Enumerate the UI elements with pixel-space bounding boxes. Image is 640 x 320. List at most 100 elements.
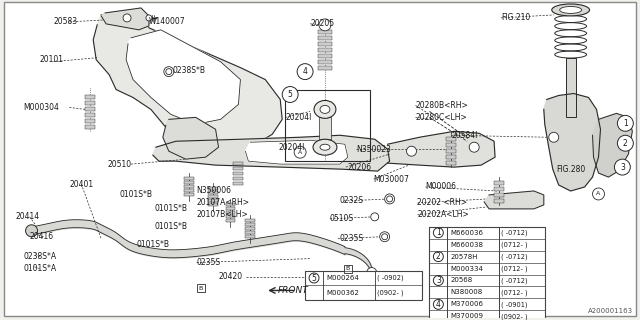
Circle shape <box>367 268 377 277</box>
Text: 0510S: 0510S <box>330 214 354 223</box>
Text: 20204I: 20204I <box>278 143 305 152</box>
Text: 20568: 20568 <box>451 277 472 284</box>
Text: (0902- ): (0902- ) <box>377 290 403 296</box>
Circle shape <box>309 273 319 283</box>
Text: A200001163: A200001163 <box>588 308 634 314</box>
Text: M030007: M030007 <box>374 174 410 184</box>
Text: 0101S*B: 0101S*B <box>119 190 152 199</box>
Text: M000304: M000304 <box>24 103 60 112</box>
Circle shape <box>618 135 634 151</box>
Text: M000334: M000334 <box>451 266 483 272</box>
Text: 20583: 20583 <box>53 17 77 26</box>
Text: 0101S*A: 0101S*A <box>24 264 57 273</box>
Ellipse shape <box>313 139 337 155</box>
Bar <box>344 265 352 273</box>
Bar <box>446 137 456 141</box>
Bar <box>85 101 95 105</box>
Polygon shape <box>101 8 149 30</box>
Text: 4: 4 <box>436 300 441 309</box>
Polygon shape <box>245 140 348 164</box>
Bar <box>245 219 255 222</box>
Text: M660038: M660038 <box>451 242 483 248</box>
Bar <box>207 195 218 198</box>
Bar <box>225 207 236 210</box>
Circle shape <box>387 196 392 202</box>
Bar <box>225 203 236 206</box>
Bar <box>245 223 255 226</box>
Ellipse shape <box>314 100 336 118</box>
Text: 20204I: 20204I <box>285 113 312 122</box>
Bar <box>446 155 456 159</box>
Bar <box>234 182 243 185</box>
Circle shape <box>282 86 298 102</box>
Bar <box>196 284 205 292</box>
Bar <box>566 58 575 117</box>
Text: 3: 3 <box>620 163 625 172</box>
Bar <box>207 199 218 202</box>
Text: 0238S*B: 0238S*B <box>173 66 206 75</box>
Text: M370009: M370009 <box>451 313 483 319</box>
Text: B: B <box>346 266 350 271</box>
Text: 5: 5 <box>288 90 292 99</box>
Bar <box>184 177 194 180</box>
Circle shape <box>618 116 634 131</box>
Text: 20206: 20206 <box>348 163 372 172</box>
Text: (0712- ): (0712- ) <box>501 289 527 296</box>
Text: FIG.280: FIG.280 <box>557 164 586 173</box>
Bar <box>245 235 255 238</box>
Circle shape <box>146 15 152 21</box>
Text: 20401: 20401 <box>69 180 93 188</box>
Text: 0235S: 0235S <box>196 258 221 267</box>
Text: 20202 <RH>: 20202 <RH> <box>417 198 467 207</box>
Text: 4: 4 <box>303 67 307 76</box>
Text: ( -0902): ( -0902) <box>377 275 403 281</box>
Circle shape <box>614 159 630 175</box>
Bar <box>245 227 255 230</box>
Polygon shape <box>153 135 390 171</box>
Text: W140007: W140007 <box>149 17 186 26</box>
Bar <box>494 187 504 191</box>
Text: 2: 2 <box>436 252 441 261</box>
Circle shape <box>380 232 390 242</box>
Bar <box>85 108 95 111</box>
Bar <box>429 227 545 320</box>
Text: 20280C<LH>: 20280C<LH> <box>415 113 467 122</box>
Text: 20578H: 20578H <box>451 254 478 260</box>
Ellipse shape <box>320 105 330 113</box>
Bar <box>446 143 456 147</box>
Text: M000362: M000362 <box>326 290 359 296</box>
Bar <box>85 95 95 100</box>
Circle shape <box>433 276 444 285</box>
Circle shape <box>338 275 346 283</box>
Bar <box>285 90 370 161</box>
Bar <box>305 270 422 300</box>
Circle shape <box>385 194 395 204</box>
Text: 20280B<RH>: 20280B<RH> <box>415 101 468 110</box>
Polygon shape <box>593 113 632 177</box>
Text: 3: 3 <box>436 276 441 285</box>
Bar <box>245 231 255 234</box>
Bar <box>318 42 332 46</box>
Text: 0101S*B: 0101S*B <box>155 222 188 231</box>
Text: 2: 2 <box>623 139 628 148</box>
Circle shape <box>319 19 331 31</box>
Polygon shape <box>484 191 544 209</box>
Text: B: B <box>198 286 203 291</box>
Text: N350006: N350006 <box>196 187 232 196</box>
Bar <box>85 119 95 123</box>
Circle shape <box>593 188 604 200</box>
Text: ( -0712): ( -0712) <box>501 253 527 260</box>
Circle shape <box>548 132 559 142</box>
Text: M00006: M00006 <box>426 182 456 191</box>
Text: 20584I: 20584I <box>451 131 477 140</box>
Bar <box>234 167 243 170</box>
Polygon shape <box>126 30 241 124</box>
Bar <box>494 193 504 197</box>
Bar <box>207 187 218 190</box>
Text: 20101: 20101 <box>40 55 63 64</box>
Circle shape <box>406 146 417 156</box>
Ellipse shape <box>320 144 330 150</box>
Polygon shape <box>388 131 495 167</box>
Ellipse shape <box>560 6 582 13</box>
Bar <box>184 193 194 196</box>
